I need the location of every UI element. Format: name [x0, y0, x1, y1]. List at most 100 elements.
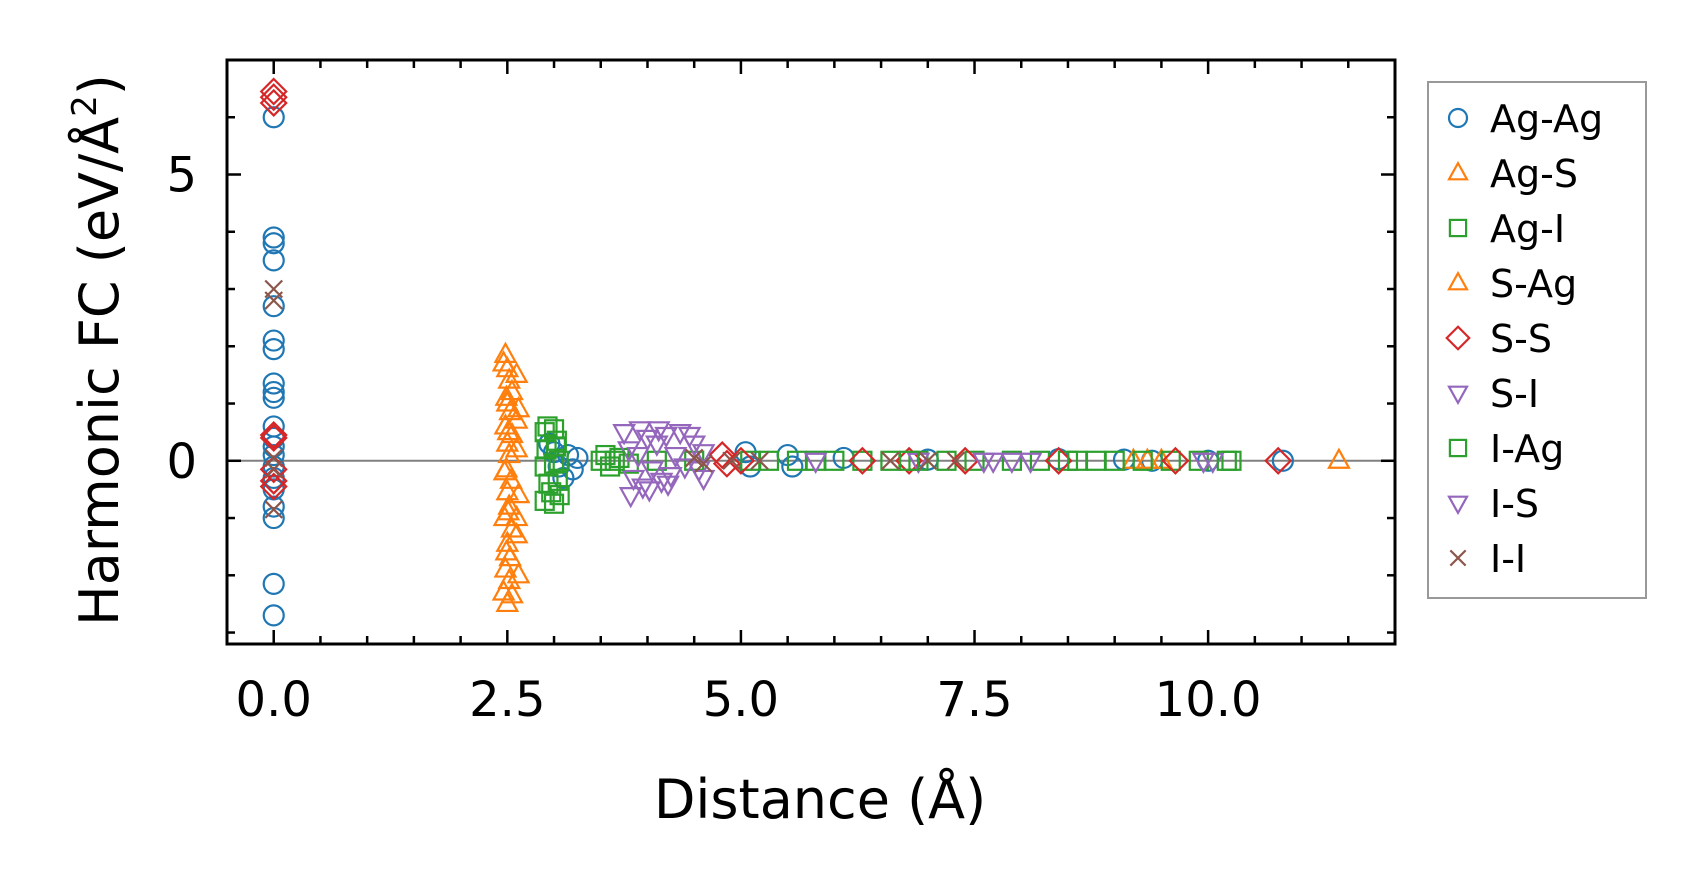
data-point: [496, 418, 521, 441]
legend-item: I-I: [1449, 537, 1526, 581]
data-point: [504, 407, 529, 429]
plot-frame: [225, 58, 1397, 646]
data-point: [1191, 452, 1216, 475]
data-point: [259, 88, 288, 117]
series-ag-s: [492, 341, 1351, 613]
data-point: [259, 77, 288, 106]
data-point: [495, 590, 520, 613]
legend-marker: [1449, 549, 1467, 567]
legend-marker: [1447, 107, 1469, 129]
legend-marker: [1447, 385, 1469, 406]
data-point: [803, 452, 828, 475]
data-point: [981, 452, 1006, 475]
x-tick-label: 7.5: [936, 672, 1012, 728]
legend-label: I-S: [1490, 482, 1539, 526]
data-point: [668, 424, 693, 446]
legend-label: Ag-I: [1490, 207, 1565, 251]
data-point: [546, 430, 567, 451]
data-point: [504, 504, 529, 527]
data-point: [946, 451, 966, 471]
data-point: [1000, 452, 1024, 475]
legend-label: S-S: [1490, 317, 1552, 361]
data-point: [262, 506, 285, 530]
legend-item: I-S: [1447, 482, 1539, 526]
data-point: [1104, 450, 1125, 471]
data-point: [1132, 450, 1153, 471]
y-axis-label: Harmonic FC (eV/Å2): [65, 74, 131, 626]
data-point: [259, 420, 288, 450]
data-point: [504, 521, 529, 544]
data-point: [677, 426, 702, 449]
data-point: [494, 539, 519, 561]
data-point: [262, 249, 285, 272]
legend-label: I-I: [1490, 537, 1526, 581]
series-i-s: [618, 421, 1216, 509]
legend-item: I-Ag: [1448, 427, 1564, 471]
data-point: [262, 295, 285, 318]
data-point: [262, 443, 285, 467]
data-point: [1161, 446, 1190, 475]
data-point: [496, 499, 521, 521]
data-point: [612, 424, 636, 446]
data-point: [848, 446, 877, 475]
legend-label: S-I: [1490, 372, 1539, 416]
data-point: [626, 446, 651, 469]
data-point: [506, 562, 531, 584]
series-s-s: [259, 77, 1293, 501]
data-point: [590, 450, 611, 471]
data-point: [881, 451, 900, 471]
data-point: [504, 436, 529, 458]
data-point: [262, 106, 285, 129]
series-s-ag: [491, 350, 529, 601]
data-point: [547, 470, 568, 491]
legend-marker: [1445, 325, 1471, 351]
data-point: [1044, 446, 1073, 475]
x-tick-label: 2.5: [469, 672, 545, 728]
legend-item: S-S: [1445, 317, 1552, 361]
data-point: [498, 398, 522, 421]
data-point: [640, 461, 665, 483]
series-i-ag: [537, 416, 1237, 506]
legend-item: Ag-S: [1447, 152, 1578, 196]
data-point: [1264, 446, 1293, 475]
data-points: [259, 77, 1351, 627]
data-point: [262, 572, 285, 595]
legend-item: Ag-I: [1448, 207, 1565, 251]
data-point: [262, 380, 285, 404]
data-point: [951, 446, 980, 475]
data-point: [259, 423, 288, 452]
data-point: [1029, 450, 1051, 471]
data-point: [1216, 450, 1237, 471]
data-point: [852, 450, 873, 471]
series-i-i: [264, 279, 966, 519]
data-point: [781, 455, 804, 478]
legend-label: S-Ag: [1490, 262, 1577, 306]
data-point: [656, 475, 680, 497]
data-point: [262, 338, 285, 361]
data-point: [262, 495, 285, 518]
y-tick-label: 0: [166, 434, 197, 490]
data-point: [722, 451, 741, 471]
data-point: [549, 485, 570, 506]
data-point: [262, 372, 285, 395]
data-point: [604, 450, 625, 471]
data-point: [264, 500, 283, 519]
data-point: [262, 386, 285, 409]
y-axis-label-superscript: 2: [65, 95, 105, 117]
data-point: [492, 458, 517, 481]
data-point: [708, 441, 737, 470]
data-point: [964, 450, 985, 471]
y-axis-label-close: ): [68, 74, 131, 95]
legend-frame: [1427, 81, 1647, 599]
y-tick-label: 5: [166, 148, 197, 204]
data-point: [491, 579, 516, 601]
data-point: [824, 450, 845, 471]
data-point: [750, 451, 769, 471]
data-point: [1327, 447, 1351, 469]
data-point: [691, 469, 716, 492]
data-point: [506, 395, 531, 418]
legend-marker: [1448, 438, 1468, 458]
legend-marker: [1448, 218, 1468, 238]
legend-label: Ag-S: [1490, 152, 1578, 196]
